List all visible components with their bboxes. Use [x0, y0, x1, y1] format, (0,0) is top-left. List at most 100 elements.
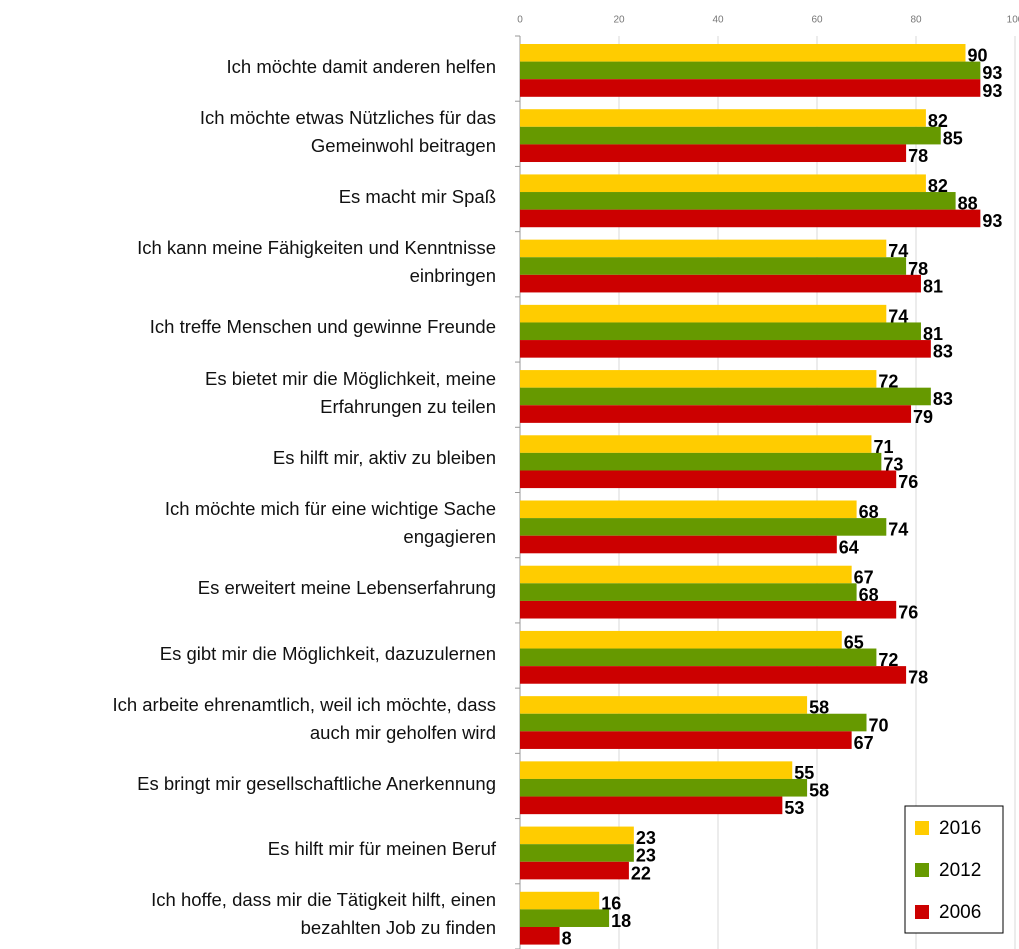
- value-label: 55: [794, 763, 814, 783]
- bar: [520, 239, 887, 258]
- bar: [520, 304, 887, 323]
- category-label: Ich hoffe, dass mir die Tätigkeit hilft,…: [151, 889, 496, 939]
- bar: [520, 370, 877, 388]
- bar: [520, 109, 926, 127]
- value-label: 74: [888, 520, 908, 540]
- x-tick-label: 100: [1007, 15, 1019, 26]
- value-label: 74: [888, 306, 908, 326]
- bar: [520, 500, 857, 519]
- bar: [520, 274, 921, 293]
- bar: [520, 696, 808, 714]
- category-label: Es hilft mir für meinen Beruf: [267, 838, 496, 860]
- bar: [520, 565, 852, 584]
- value-label: 67: [854, 567, 874, 587]
- value-label: 85: [943, 128, 963, 148]
- value-label: 73: [883, 454, 903, 474]
- category-label: Ich möchte etwas Nützliches für das Geme…: [199, 106, 496, 156]
- bar: [520, 44, 966, 62]
- bar: [520, 209, 981, 228]
- bar: [520, 518, 887, 536]
- value-label: 67: [854, 733, 874, 753]
- value-label: 74: [888, 241, 908, 261]
- value-label: 82: [928, 176, 948, 196]
- bar: [520, 470, 897, 489]
- value-label: 78: [908, 146, 928, 166]
- legend-swatch: [915, 905, 929, 919]
- bar: [520, 713, 867, 732]
- value-label: 58: [809, 781, 829, 801]
- value-label: 83: [933, 389, 953, 409]
- legend-label: 2006: [939, 902, 981, 923]
- value-label: 8: [562, 929, 572, 949]
- bar: [520, 926, 560, 945]
- bar: [520, 891, 600, 910]
- value-label: 58: [809, 698, 829, 718]
- value-label: 93: [982, 211, 1002, 231]
- value-label: 88: [958, 194, 978, 214]
- value-label: 68: [859, 502, 879, 522]
- value-label: 16: [601, 893, 621, 913]
- value-label: 81: [923, 324, 943, 344]
- value-label: 76: [898, 472, 918, 492]
- bar: [520, 861, 629, 880]
- value-label: 90: [968, 46, 988, 66]
- x-tick-label: 60: [811, 15, 823, 26]
- value-label: 64: [839, 537, 859, 557]
- bar: [520, 535, 837, 554]
- value-label: 83: [933, 342, 953, 362]
- legend-swatch: [915, 863, 929, 877]
- category-label: Es macht mir Spaß: [338, 186, 496, 208]
- bar: [520, 778, 808, 797]
- category-label: Es hilft mir, aktiv zu bleiben: [272, 446, 496, 468]
- category-label: Es bietet mir die Möglichkeit, meine Erf…: [205, 367, 496, 417]
- bar: [520, 761, 793, 779]
- bar: [520, 192, 956, 210]
- x-tick-label: 40: [712, 15, 724, 26]
- bar: [520, 731, 852, 749]
- bar: [520, 909, 610, 927]
- bar: [520, 61, 981, 80]
- category-label: Ich möchte mich für eine wichtige Sache …: [164, 498, 496, 548]
- x-tick-label: 0: [517, 15, 523, 26]
- bar: [520, 405, 912, 423]
- bar: [520, 257, 907, 275]
- value-label: 70: [869, 715, 889, 735]
- category-label: Es erweitert meine Lebenserfahrung: [197, 577, 496, 599]
- category-label: Ich kann meine Fähigkeiten und Kenntniss…: [137, 237, 496, 287]
- bar: [520, 126, 941, 145]
- category-label: Es gibt mir die Möglichkeit, dazuzulerne…: [159, 642, 496, 664]
- bar: [520, 322, 921, 341]
- bar: [520, 648, 877, 667]
- legend-swatch: [915, 821, 929, 835]
- bar: [520, 666, 907, 684]
- category-label: Ich treffe Menschen und gewinne Freunde: [149, 316, 496, 338]
- bar: [520, 435, 872, 453]
- value-label: 68: [859, 585, 879, 605]
- bar: [520, 387, 931, 406]
- bar: [520, 844, 634, 862]
- value-label: 93: [982, 63, 1002, 83]
- value-label: 71: [873, 437, 893, 457]
- category-label: Ich möchte damit anderen helfen: [226, 55, 496, 77]
- value-label: 72: [878, 650, 898, 670]
- bar: [520, 340, 931, 358]
- value-label: 23: [636, 828, 656, 848]
- bar: [520, 79, 981, 97]
- value-label: 23: [636, 846, 656, 866]
- value-label: 72: [878, 372, 898, 392]
- bar: [520, 630, 842, 649]
- value-label: 18: [611, 911, 631, 931]
- value-label: 65: [844, 632, 864, 652]
- value-label: 81: [923, 276, 943, 296]
- bar: [520, 826, 634, 845]
- category-label: Es bringt mir gesellschaftliche Anerkenn…: [137, 772, 496, 794]
- value-label: 82: [928, 111, 948, 131]
- bar: [520, 796, 783, 815]
- bar: [520, 174, 926, 193]
- legend-label: 2016: [939, 818, 981, 839]
- x-tick-label: 80: [910, 15, 922, 26]
- legend-label: 2012: [939, 860, 981, 881]
- value-label: 79: [913, 407, 933, 427]
